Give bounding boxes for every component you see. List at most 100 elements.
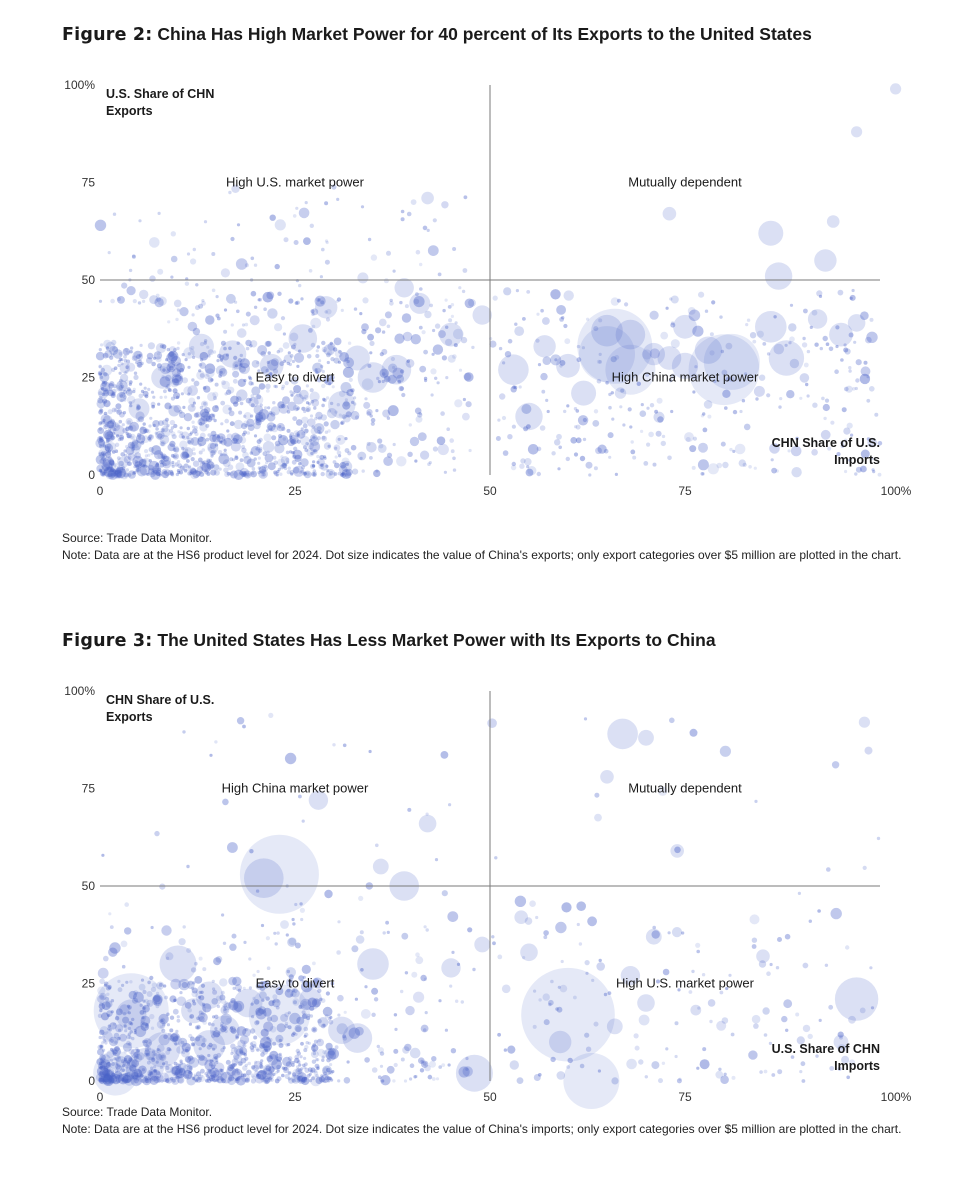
data-point [179, 1061, 183, 1065]
data-point [142, 299, 146, 303]
data-point [389, 301, 394, 306]
data-point [98, 1071, 104, 1077]
data-point [305, 401, 310, 405]
data-point [203, 401, 207, 406]
data-point [192, 1001, 197, 1006]
data-point [556, 433, 562, 440]
data-point [323, 374, 334, 386]
data-point [316, 1066, 320, 1071]
data-point [744, 372, 748, 376]
data-point [255, 1073, 259, 1077]
data-point [178, 978, 190, 991]
data-point [158, 1013, 169, 1025]
data-point [669, 717, 675, 724]
data-point [116, 469, 120, 473]
data-point [272, 994, 278, 1000]
data-point [550, 1056, 556, 1063]
data-point [99, 444, 103, 448]
data-point [98, 1078, 105, 1084]
data-point [670, 409, 674, 414]
data-point [170, 978, 182, 990]
data-point [272, 1041, 277, 1046]
data-point [315, 349, 319, 353]
data-point [260, 366, 269, 374]
data-point [721, 369, 728, 376]
data-point [105, 346, 110, 350]
data-point [207, 349, 214, 356]
data-point [464, 298, 475, 309]
data-point [210, 1070, 222, 1081]
data-point [805, 382, 809, 387]
data-point [775, 966, 780, 970]
data-point [265, 461, 269, 465]
data-point [854, 386, 858, 391]
data-point [229, 470, 238, 479]
data-point [594, 792, 600, 798]
data-point [394, 333, 405, 344]
data-point [834, 369, 839, 375]
data-point [567, 1057, 573, 1064]
data-point [128, 1035, 132, 1040]
data-bubble [181, 998, 207, 1024]
data-point [874, 412, 879, 417]
data-point [165, 1078, 170, 1084]
data-point [603, 448, 609, 454]
data-point [729, 447, 733, 452]
data-point [340, 420, 345, 425]
data-point [178, 1037, 188, 1047]
data-point [304, 428, 309, 433]
data-point [272, 1072, 276, 1076]
data-point [250, 1073, 256, 1078]
data-point [581, 346, 586, 350]
data-point [846, 1075, 850, 1080]
data-point [114, 471, 119, 475]
data-point [448, 803, 452, 807]
data-point [181, 446, 185, 451]
data-point [801, 342, 808, 348]
data-point [263, 433, 272, 442]
data-point [227, 1064, 234, 1072]
data-point [607, 991, 612, 995]
data-point [139, 1003, 143, 1007]
data-point [413, 991, 425, 1003]
data-point [310, 434, 318, 442]
data-point [377, 380, 381, 384]
data-point [205, 415, 213, 423]
data-point [295, 1067, 303, 1075]
data-point [340, 472, 347, 478]
data-point [545, 398, 549, 402]
data-point [154, 297, 164, 308]
data-point [161, 1023, 166, 1027]
data-point [274, 1078, 280, 1084]
data-point [840, 443, 845, 448]
data-point [306, 1016, 311, 1021]
data-point [139, 465, 151, 476]
data-point [238, 410, 243, 415]
data-point [304, 448, 309, 452]
data-point [342, 1034, 347, 1039]
data-point [281, 462, 287, 469]
data-point [259, 1064, 264, 1069]
data-point [187, 471, 192, 476]
data-point [702, 1047, 707, 1052]
data-point [325, 464, 329, 468]
data-point [197, 457, 203, 463]
data-point [657, 786, 668, 796]
data-point [392, 1079, 396, 1083]
data-point [849, 296, 853, 300]
data-point [375, 469, 379, 473]
data-point [256, 444, 261, 448]
data-bubble [472, 305, 492, 325]
data-point [407, 807, 412, 812]
data-point [138, 983, 146, 991]
data-point [201, 461, 205, 465]
data-point [165, 417, 169, 422]
data-point [257, 448, 263, 453]
data-point [105, 451, 112, 458]
data-point [828, 346, 834, 352]
data-point [186, 426, 190, 431]
data-point [173, 998, 177, 1003]
data-point [144, 394, 149, 399]
data-point [110, 473, 114, 477]
